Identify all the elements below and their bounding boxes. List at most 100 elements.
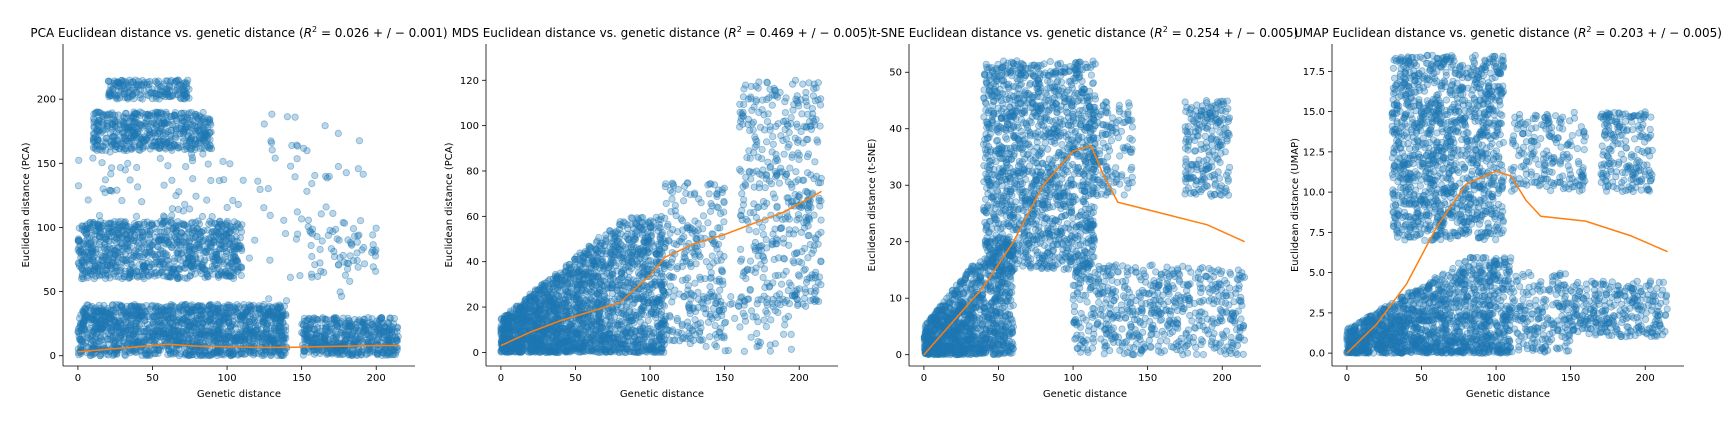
- scatter-point: [88, 302, 96, 311]
- scatter-point: [307, 333, 315, 341]
- scatter-point: [384, 335, 392, 344]
- scatter-point: [127, 267, 135, 275]
- y-tick-label: 150: [37, 159, 56, 170]
- scatter-point: [173, 316, 182, 325]
- scatter-point: [189, 175, 197, 183]
- scatter-point: [226, 303, 234, 311]
- scatter-point: [169, 301, 177, 310]
- scatter-point: [127, 314, 135, 322]
- scatter-point: [132, 338, 140, 346]
- scatter-point: [334, 162, 342, 171]
- scatter-point: [357, 335, 365, 343]
- scatter-point: [232, 307, 240, 315]
- scatter-point: [111, 260, 120, 268]
- scatter-point: [102, 308, 110, 317]
- scatter-point: [220, 315, 228, 323]
- scatter-point: [241, 335, 249, 343]
- scatter-point: [262, 347, 270, 356]
- scatter-point: [183, 313, 191, 321]
- scatter-point: [138, 310, 146, 318]
- scatter-point: [116, 164, 125, 172]
- scatter-point: [170, 230, 178, 238]
- scatter-point: [172, 125, 180, 133]
- scatter-point: [181, 351, 189, 359]
- scatter-point: [293, 208, 301, 216]
- scatter-point: [217, 338, 225, 346]
- scatter-point: [186, 308, 194, 316]
- scatter-point: [196, 121, 204, 129]
- scatter-point: [117, 309, 125, 317]
- scatter-point: [201, 332, 209, 340]
- scatter-point: [167, 216, 175, 224]
- scatter-point: [108, 125, 116, 133]
- scatter-point: [330, 314, 338, 323]
- scatter-point: [200, 249, 208, 257]
- scatter-point: [99, 307, 107, 315]
- scatter-point: [333, 235, 341, 243]
- scatter-point: [145, 126, 153, 134]
- scatter-point: [210, 236, 218, 244]
- scatter-point: [358, 246, 366, 254]
- scatter-point: [225, 349, 233, 357]
- scatter-point: [205, 117, 213, 125]
- scatter-point: [209, 331, 217, 339]
- scatter-point: [112, 118, 120, 126]
- scatter-point: [214, 304, 222, 312]
- scatter-point: [201, 273, 209, 281]
- scatter-point: [100, 319, 109, 328]
- scatter-point: [251, 236, 259, 244]
- scatter-point: [204, 160, 212, 168]
- scatter-point: [274, 303, 282, 312]
- scatter-point: [127, 324, 135, 333]
- scatter-point: [82, 305, 90, 313]
- scatter-point: [199, 350, 207, 358]
- scatter-point: [353, 238, 361, 246]
- scatter-point: [202, 337, 210, 346]
- scatter-point: [84, 254, 93, 263]
- scatter-point: [222, 231, 230, 239]
- scatter-point: [241, 338, 249, 346]
- scatter-point: [89, 312, 97, 320]
- scatter-point: [304, 216, 312, 224]
- scatter-point: [291, 113, 299, 121]
- x-tick-label: 50: [146, 373, 159, 384]
- scatter-point: [155, 311, 164, 319]
- scatter-point: [177, 229, 185, 237]
- scatter-point: [120, 270, 128, 278]
- scatter-point: [166, 350, 174, 358]
- scatter-point: [308, 230, 317, 238]
- scatter-point: [107, 335, 115, 343]
- scatter-point: [148, 241, 156, 249]
- scatter-point: [161, 307, 169, 315]
- scatter-point: [300, 325, 308, 334]
- scatter-point: [267, 335, 275, 344]
- scatter-point: [200, 242, 209, 250]
- scatter-point: [191, 306, 199, 315]
- scatter-point: [256, 308, 264, 316]
- scatter-point: [231, 304, 239, 312]
- scatter-point: [220, 339, 228, 347]
- scatter-point: [108, 109, 116, 117]
- scatter-point: [339, 251, 347, 260]
- scatter-point: [134, 183, 142, 191]
- scatter-point: [109, 332, 118, 340]
- scatter-point: [318, 237, 326, 245]
- scatter-point: [155, 113, 163, 121]
- x-tick-label: 150: [292, 373, 311, 384]
- scatter-point: [174, 91, 182, 99]
- scatter-point: [327, 245, 335, 253]
- scatter-point: [138, 198, 146, 206]
- scatter-point: [208, 339, 217, 347]
- scatter-point: [337, 292, 346, 300]
- scatter-point: [226, 160, 234, 168]
- scatter-point: [139, 307, 147, 316]
- scatter-point: [189, 265, 197, 273]
- scatter-point: [347, 240, 356, 248]
- scatter-point: [286, 162, 295, 170]
- scatter-point: [241, 335, 249, 343]
- scatter-point: [125, 335, 133, 343]
- scatter-point: [124, 159, 132, 167]
- scatter-point: [316, 259, 324, 267]
- scatter-point: [224, 327, 232, 335]
- scatter-point: [215, 325, 223, 334]
